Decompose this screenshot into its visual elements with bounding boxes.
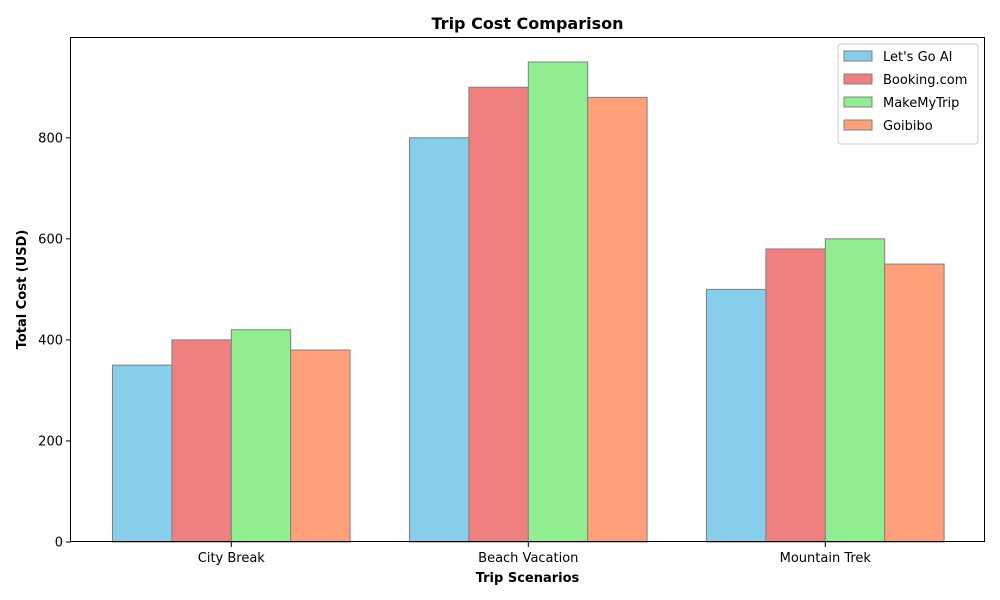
- legend: Let's Go AI Booking.com MakeMyTrip Goibibo: [837, 43, 979, 145]
- bar-city-break-goibibo: [290, 349, 351, 543]
- legend-swatch: [843, 73, 873, 85]
- bar-mountain-trek-makemytrip: [824, 238, 886, 543]
- bar-city-break-booking-com: [171, 339, 232, 543]
- bar-beach-vacation-goibibo: [587, 96, 648, 543]
- y-tick-label: 200: [38, 434, 63, 449]
- bar-beach-vacation-let-s-go-ai: [409, 137, 470, 543]
- legend-label: Let's Go AI: [883, 50, 952, 65]
- bar-city-break-makemytrip: [230, 329, 292, 543]
- legend-label: Booking.com: [883, 73, 967, 88]
- x-axis-label: Trip Scenarios: [476, 571, 580, 586]
- legend-swatch: [843, 50, 873, 62]
- y-axis-label: Total Cost (USD): [15, 230, 30, 350]
- y-tick-label: 800: [38, 131, 63, 146]
- bars-group: [112, 61, 945, 543]
- x-axis-ticks: City Break Beach Vacation Mountain Trek: [198, 542, 872, 566]
- y-tick-label: 600: [38, 232, 63, 247]
- plot-frame: [70, 37, 985, 542]
- y-axis-ticks: 0 200 400 600 800: [38, 131, 71, 551]
- legend-label: MakeMyTrip: [883, 96, 959, 111]
- legend-box: [837, 43, 979, 145]
- bar-mountain-trek-let-s-go-ai: [706, 288, 767, 543]
- y-tick-label: 400: [38, 333, 63, 348]
- bar-mountain-trek-goibibo: [884, 263, 945, 543]
- legend-label: Goibibo: [883, 119, 933, 134]
- bar-city-break-let-s-go-ai: [112, 364, 173, 543]
- bar-beach-vacation-booking-com: [468, 86, 529, 543]
- x-tick-label: City Break: [198, 551, 266, 566]
- x-tick-label: Beach Vacation: [478, 551, 578, 566]
- bar-beach-vacation-makemytrip: [527, 61, 589, 543]
- legend-swatch: [843, 119, 873, 131]
- y-tick-label: 0: [55, 536, 63, 551]
- legend-swatch: [843, 96, 873, 108]
- chart-title: Trip Cost Comparison: [432, 14, 624, 33]
- bar-mountain-trek-booking-com: [765, 248, 826, 543]
- x-tick-label: Mountain Trek: [780, 551, 872, 566]
